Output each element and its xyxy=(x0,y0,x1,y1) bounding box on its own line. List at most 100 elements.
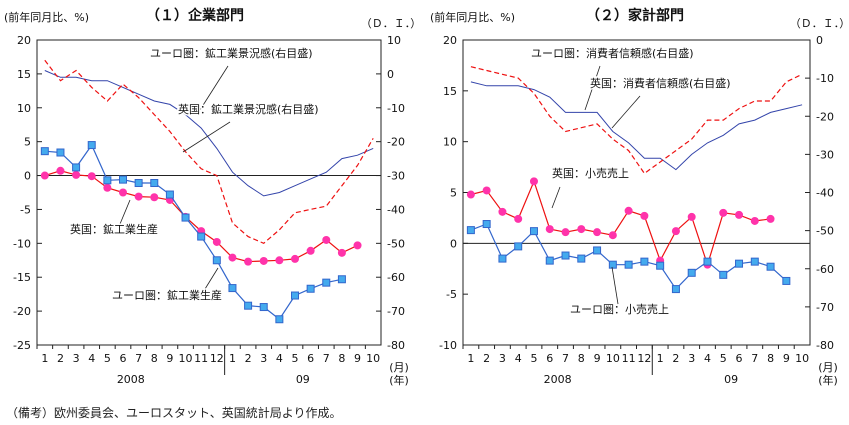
data-point-square xyxy=(656,261,665,270)
data-point-square xyxy=(735,259,744,268)
x-tick-label: 10 xyxy=(366,352,380,365)
data-point-circle xyxy=(750,216,759,225)
x-tick-label: 10 xyxy=(606,352,620,365)
x-tick-label: 4 xyxy=(88,352,95,365)
data-point-circle xyxy=(640,211,649,220)
x-tick-label: 3 xyxy=(73,352,80,365)
x-tick-label: 5 xyxy=(104,352,111,365)
x-tick-label: 12 xyxy=(210,352,224,365)
annotation-leader xyxy=(584,65,601,111)
right-tick-label: -40 xyxy=(816,187,834,200)
right-tick-label: -70 xyxy=(387,305,405,318)
series-annotation: 英国：小売売上 xyxy=(552,166,629,180)
series-line xyxy=(44,70,374,197)
series-annotation: ユーロ圏：鉱工業景況感(右目盛) xyxy=(150,46,313,60)
data-point-square xyxy=(671,285,680,294)
data-point-circle xyxy=(40,171,49,180)
data-point-square xyxy=(337,275,346,284)
x-tick-label: 7 xyxy=(751,352,758,365)
data-point-circle xyxy=(482,186,491,195)
x-tick-label: 3 xyxy=(688,352,695,365)
data-point-square xyxy=(244,301,253,310)
series-line xyxy=(470,66,803,175)
x-tick-label: 6 xyxy=(546,352,553,365)
data-point-circle xyxy=(593,228,602,237)
left-tick-label: -5 xyxy=(446,288,457,301)
left-tick-label: -10 xyxy=(13,237,31,250)
data-point-square xyxy=(514,242,523,251)
data-point-square xyxy=(624,260,633,269)
x-tick-label: 4 xyxy=(515,352,522,365)
left-tick-label: 0 xyxy=(450,237,457,250)
x-tick-label: 11 xyxy=(194,352,208,365)
data-point-square xyxy=(119,175,127,184)
left-tick-label: -25 xyxy=(13,339,31,352)
data-point-circle xyxy=(529,177,538,186)
data-point-circle xyxy=(545,225,554,234)
left-tick-label: 10 xyxy=(443,136,457,149)
data-point-circle xyxy=(337,248,346,257)
right-tick-label: -10 xyxy=(816,72,834,85)
right-tick-label: -50 xyxy=(816,225,834,238)
x-tick-label: 7 xyxy=(135,352,142,365)
x-tick-label: 1 xyxy=(41,352,48,365)
chart-corporate-sector: （１）企業部門(前年同月比、%) （Ｄ．Ｉ．）20151050-5-10-15-2… xyxy=(4,7,421,387)
data-point-square xyxy=(466,226,475,235)
data-point-square xyxy=(56,148,65,157)
data-point-square xyxy=(291,291,299,300)
right-tick-label: -70 xyxy=(816,301,834,314)
right-tick-label: -30 xyxy=(387,170,405,183)
x-tick-label: 2 xyxy=(672,352,679,365)
x-tick-label: 6 xyxy=(307,352,314,365)
series-line xyxy=(470,81,803,171)
left-tick-label: -10 xyxy=(439,339,457,352)
left-tick-label: -5 xyxy=(20,203,31,216)
data-point-square xyxy=(482,220,491,229)
right-tick-label: -50 xyxy=(387,237,405,250)
data-point-circle xyxy=(87,172,96,181)
data-point-circle xyxy=(687,212,696,221)
x-tick-label: 4 xyxy=(276,352,283,365)
series-annotation: ユーロ圏：消費者信頼感(右目盛) xyxy=(531,46,694,60)
data-point-circle xyxy=(244,257,253,266)
x-tick-label: 5 xyxy=(720,352,727,365)
right-axis-unit: （Ｄ．Ｉ．） xyxy=(790,17,849,30)
series-annotation: 英国：鉱工業景況感(右目盛) xyxy=(178,102,319,116)
left-axis-unit: (前年同月比、%) xyxy=(4,10,89,24)
left-tick-label: 0 xyxy=(24,170,31,183)
data-point-circle xyxy=(353,241,362,250)
data-point-square xyxy=(703,257,712,266)
right-tick-label: -80 xyxy=(816,339,834,352)
x-unit-month: (月) xyxy=(818,361,838,374)
right-tick-label: -30 xyxy=(816,148,834,161)
x-tick-label: 8 xyxy=(767,352,774,365)
annotation-leader xyxy=(551,186,561,209)
right-tick-label: -20 xyxy=(387,136,405,149)
x-tick-label: 11 xyxy=(622,352,636,365)
series-line xyxy=(470,223,787,291)
right-tick-label: -80 xyxy=(387,339,405,352)
x-tick-label: 6 xyxy=(736,352,743,365)
left-tick-label: 20 xyxy=(443,34,457,47)
data-point-square xyxy=(782,276,791,285)
data-point-square xyxy=(577,254,586,263)
data-point-square xyxy=(72,163,81,172)
data-point-square xyxy=(750,257,759,266)
data-point-circle xyxy=(72,170,81,179)
left-tick-label: -20 xyxy=(13,305,31,318)
annotation-leader xyxy=(119,199,131,225)
data-point-circle xyxy=(212,237,221,246)
x-tick-label: 10 xyxy=(795,352,809,365)
year-label: 09 xyxy=(296,373,310,386)
x-tick-label: 9 xyxy=(166,352,173,365)
left-tick-label: 5 xyxy=(24,136,31,149)
chart-title: （１）企業部門 xyxy=(146,7,244,24)
chart-title: （２）家計部門 xyxy=(586,7,684,24)
x-tick-label: 3 xyxy=(260,352,267,365)
data-point-square xyxy=(306,284,315,293)
data-point-square xyxy=(181,213,190,222)
x-tick-label: 9 xyxy=(783,352,790,365)
data-point-circle xyxy=(735,210,744,219)
x-tick-label: 2 xyxy=(57,352,64,365)
